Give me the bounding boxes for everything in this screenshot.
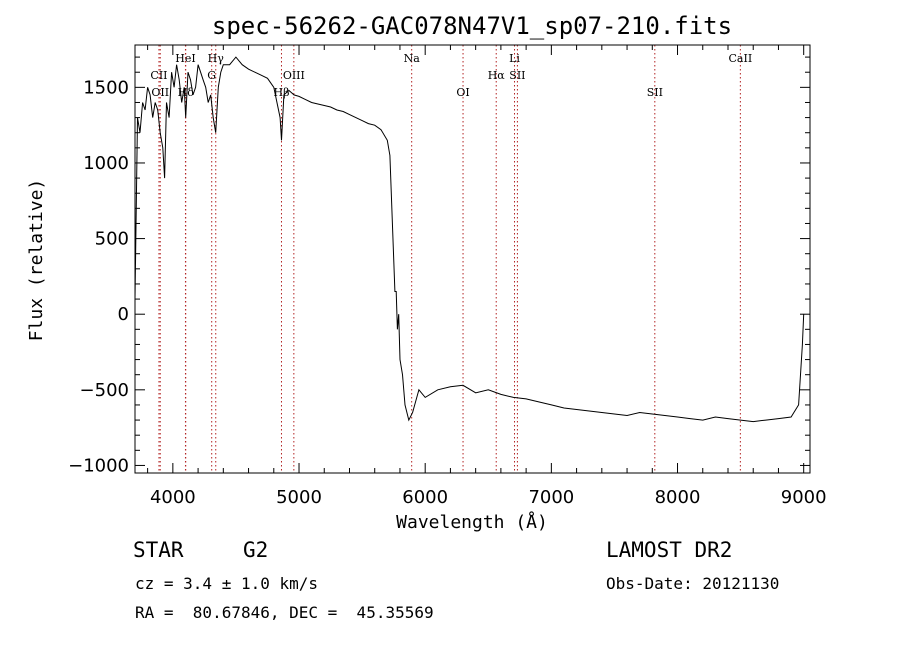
- marker-label-4: Hγ: [208, 52, 225, 65]
- obs-date: Obs-Date: 20121130: [606, 574, 780, 593]
- y-tick-label: −500: [80, 380, 129, 401]
- marker-label-10: Hα: [488, 69, 506, 82]
- x-tick-label: 4000: [150, 487, 196, 508]
- marker-label-7: OIII: [283, 69, 305, 82]
- chart-title: spec-56262-GAC078N47V1_sp07-210.fits: [212, 12, 732, 40]
- spectrum-line-0: [134, 56, 805, 423]
- y-tick-label: 1000: [83, 153, 129, 174]
- redshift-value: cz = 3.4 ± 1.0 km/s: [135, 574, 319, 593]
- marker-label-8: Na: [404, 52, 421, 65]
- object-class: STAR: [133, 538, 184, 562]
- plot-frame: [134, 44, 811, 474]
- x-axis-label: Wavelength (Å): [396, 511, 548, 533]
- x-tick-label: 7000: [528, 487, 574, 508]
- y-tick-label: 1500: [83, 77, 129, 98]
- marker-label-0: CII: [150, 69, 167, 82]
- y-axis-label: Flux (relative): [26, 179, 47, 342]
- marker-label-14: CaII: [729, 52, 753, 65]
- coordinates: RA = 80.67846, DEC = 45.35569: [135, 603, 434, 622]
- x-tick-label: 8000: [655, 487, 701, 508]
- marker-label-12: SII: [509, 69, 525, 82]
- marker-label-11: Li: [509, 52, 520, 65]
- axis-ticks: 4000 5000 6000 7000 8000 9000 −1000 −500 0 500 100…: [68, 45, 827, 508]
- y-tick-label: −1000: [68, 455, 129, 476]
- marker-label-1: OII: [151, 86, 169, 99]
- y-tick-label: 0: [118, 304, 129, 325]
- marker-label-6: Hβ: [274, 86, 290, 99]
- survey-name: LAMOST DR2: [606, 538, 733, 562]
- marker-label-3: Hδ: [178, 86, 195, 99]
- spectrum-series: [134, 56, 805, 423]
- x-tick-label: 5000: [276, 487, 322, 508]
- x-tick-label: 9000: [781, 487, 827, 508]
- x-tick-label: 6000: [402, 487, 448, 508]
- object-subclass: G2: [243, 538, 269, 562]
- marker-label-5: G: [207, 69, 216, 82]
- marker-label-9: OI: [456, 86, 469, 99]
- y-tick-label: 500: [95, 229, 129, 250]
- marker-label-13: SII: [647, 86, 663, 99]
